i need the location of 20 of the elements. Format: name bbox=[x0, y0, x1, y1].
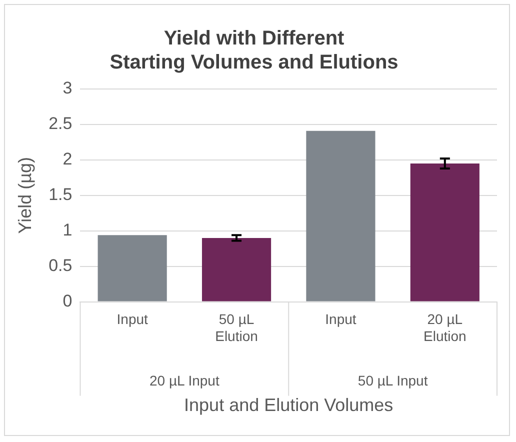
text: 20 µL Input bbox=[150, 372, 220, 389]
x-axis-title: Input and Elution Volumes bbox=[184, 395, 394, 416]
y-tick-label: 1 bbox=[62, 220, 72, 240]
chart-title: Yield with Different Starting Volumes and Elutions bbox=[110, 28, 398, 74]
x-tick-label: Input bbox=[325, 311, 356, 328]
bar bbox=[202, 238, 272, 302]
bar bbox=[98, 235, 167, 302]
y-tick-label: 3 bbox=[62, 78, 72, 98]
x-tick-label: Input bbox=[116, 311, 148, 328]
y-tick-label: 2.5 bbox=[48, 114, 72, 134]
text: 50 µL Input bbox=[358, 372, 428, 389]
x-tick-label: 50 µL Elution bbox=[215, 311, 258, 344]
y-tick-label: 1.5 bbox=[48, 185, 72, 204]
bar bbox=[306, 130, 376, 302]
y-axis-title: Yield (µg) bbox=[14, 157, 35, 234]
y-tick-label: 0 bbox=[62, 291, 72, 310]
y-tick-label: 2 bbox=[62, 150, 72, 169]
x-tick-label: 20 µL Elution bbox=[424, 311, 466, 344]
bar bbox=[410, 163, 480, 302]
y-tick-label: 0.5 bbox=[48, 256, 72, 276]
